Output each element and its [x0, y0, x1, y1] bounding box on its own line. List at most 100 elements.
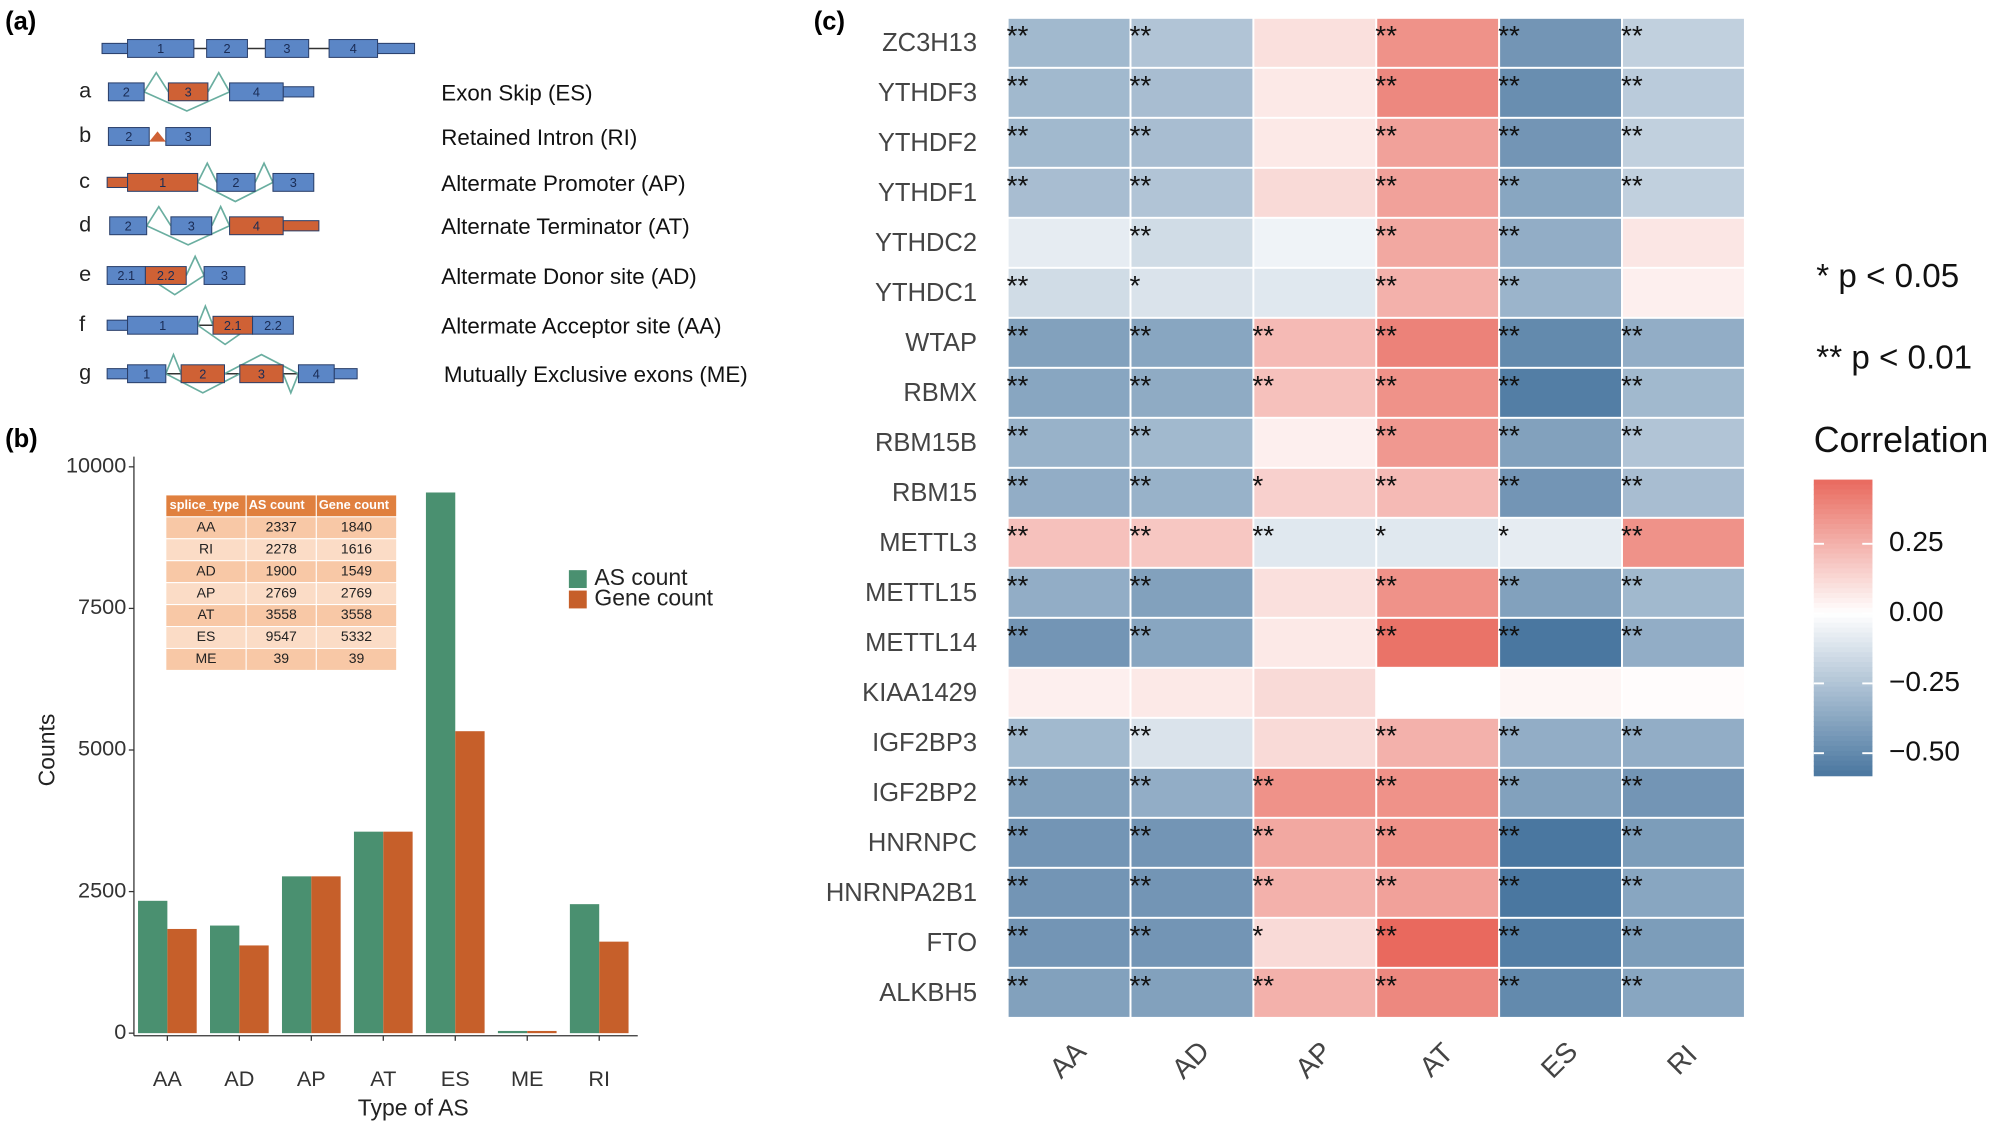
row-label: IGF2BP2: [872, 779, 977, 807]
utr: [106, 368, 129, 380]
bar: [281, 876, 312, 1034]
heat-cell: [1006, 916, 1132, 969]
significance: **: [1498, 20, 1520, 51]
colorbar-step: [1813, 538, 1873, 545]
table-text: 39: [349, 650, 365, 666]
colorbar-step: [1813, 597, 1873, 604]
significance: **: [1375, 70, 1397, 101]
significance: **: [1498, 420, 1520, 451]
heat-cell: [1129, 816, 1255, 869]
significance: **: [1375, 870, 1397, 901]
heat-cell: [1621, 166, 1746, 219]
heat-cell: [1498, 566, 1623, 619]
heat-cell: [1252, 216, 1378, 269]
colorbar-step: [1813, 607, 1873, 614]
exon-label: 2.1: [224, 318, 242, 333]
colorbar-tick-label: 0.25: [1889, 526, 1944, 557]
colorbar-step: [1813, 750, 1873, 757]
significance: **: [1375, 120, 1397, 151]
significance: **: [1498, 720, 1520, 751]
exon-label: 2.2: [157, 268, 175, 283]
significance: **: [1007, 720, 1029, 751]
colorbar-step: [1813, 740, 1873, 747]
heat-cell: [1129, 366, 1255, 419]
exon: [167, 82, 209, 102]
heat-cell: [1375, 516, 1501, 569]
exon: [216, 172, 256, 192]
table-text: 1840: [341, 519, 372, 535]
panel-label: (a): [5, 8, 36, 36]
splice-line: [196, 303, 214, 326]
significance-legend: ** p < 0.01: [1816, 339, 1972, 376]
colorbar-step: [1813, 558, 1873, 565]
y-tick-label: 2500: [78, 877, 126, 902]
table-header: AS count: [249, 497, 306, 512]
significance: **: [1252, 870, 1274, 901]
heat-cell: [1129, 316, 1255, 369]
significance: **: [1498, 770, 1520, 801]
bar: [455, 731, 485, 1034]
significance: **: [1007, 870, 1029, 901]
exon-label: 2: [125, 218, 132, 233]
x-tick-label: ES: [441, 1066, 470, 1091]
significance: **: [1129, 970, 1151, 1001]
splice-line: [196, 161, 218, 183]
colorbar-step: [1813, 681, 1873, 688]
heat-cell: [1621, 416, 1746, 469]
x-tick-label: ES: [1535, 1036, 1583, 1084]
table-text: 5332: [341, 628, 372, 644]
table-text: ME: [195, 650, 216, 666]
exon-label: 3: [283, 41, 290, 56]
significance: **: [1007, 420, 1029, 451]
significance: **: [1007, 520, 1029, 551]
exon: [144, 266, 187, 285]
exon: [272, 172, 315, 192]
x-tick-label: AP: [297, 1066, 326, 1091]
colorbar-step: [1813, 484, 1873, 491]
colorbar-tick-label: −0.50: [1889, 736, 1960, 767]
significance: **: [1498, 270, 1520, 301]
colorbar-step: [1813, 686, 1873, 693]
colorbar-step: [1813, 519, 1873, 525]
heat-cell: [1006, 316, 1132, 369]
y-tick-label: 5000: [78, 736, 126, 761]
colorbar-step: [1813, 637, 1873, 644]
row-label: YTHDC2: [875, 229, 977, 257]
heat-cell: [1252, 516, 1378, 569]
exon-label: 2: [232, 175, 239, 190]
heat-cell: [1621, 966, 1746, 1019]
significance: **: [1375, 970, 1397, 1001]
bar: [599, 941, 629, 1034]
significance: **: [1621, 820, 1643, 851]
row-label: IGF2BP3: [872, 729, 977, 757]
significance: **: [1129, 620, 1151, 651]
exon: [165, 127, 211, 146]
heat-cell: [1252, 916, 1378, 969]
bar: [497, 1030, 528, 1034]
significance: **: [1252, 520, 1274, 551]
splice-line: [143, 71, 170, 93]
row-label: ZC3H13: [882, 29, 977, 57]
table-text: AP: [197, 584, 216, 600]
splicing-diagram: 1 2 3 4 2 3 4 a Exon Skip (ES) 2 3 b Retained Intron…: [79, 39, 748, 396]
significance: **: [1621, 720, 1643, 751]
significance: **: [1498, 920, 1520, 951]
table-text: ES: [197, 628, 216, 644]
colorbar-step: [1813, 563, 1873, 570]
splice-line: [197, 181, 274, 203]
significance: **: [1129, 570, 1151, 601]
significance: **: [1621, 870, 1643, 901]
y-tick-label: 10000: [66, 453, 126, 478]
heat-cell: [1129, 416, 1255, 469]
heat-cell: [1621, 66, 1746, 119]
row-letter: a: [79, 78, 92, 103]
heat-cell: [1498, 766, 1623, 819]
exon-label: 3: [185, 84, 192, 99]
colorbar-step: [1813, 523, 1873, 530]
bar: [138, 900, 168, 1034]
colorbar-step: [1813, 691, 1873, 698]
significance: **: [1129, 720, 1151, 751]
significance: **: [1375, 270, 1397, 301]
heat-cell: [1498, 816, 1623, 869]
heat-cell: [1252, 966, 1378, 1019]
